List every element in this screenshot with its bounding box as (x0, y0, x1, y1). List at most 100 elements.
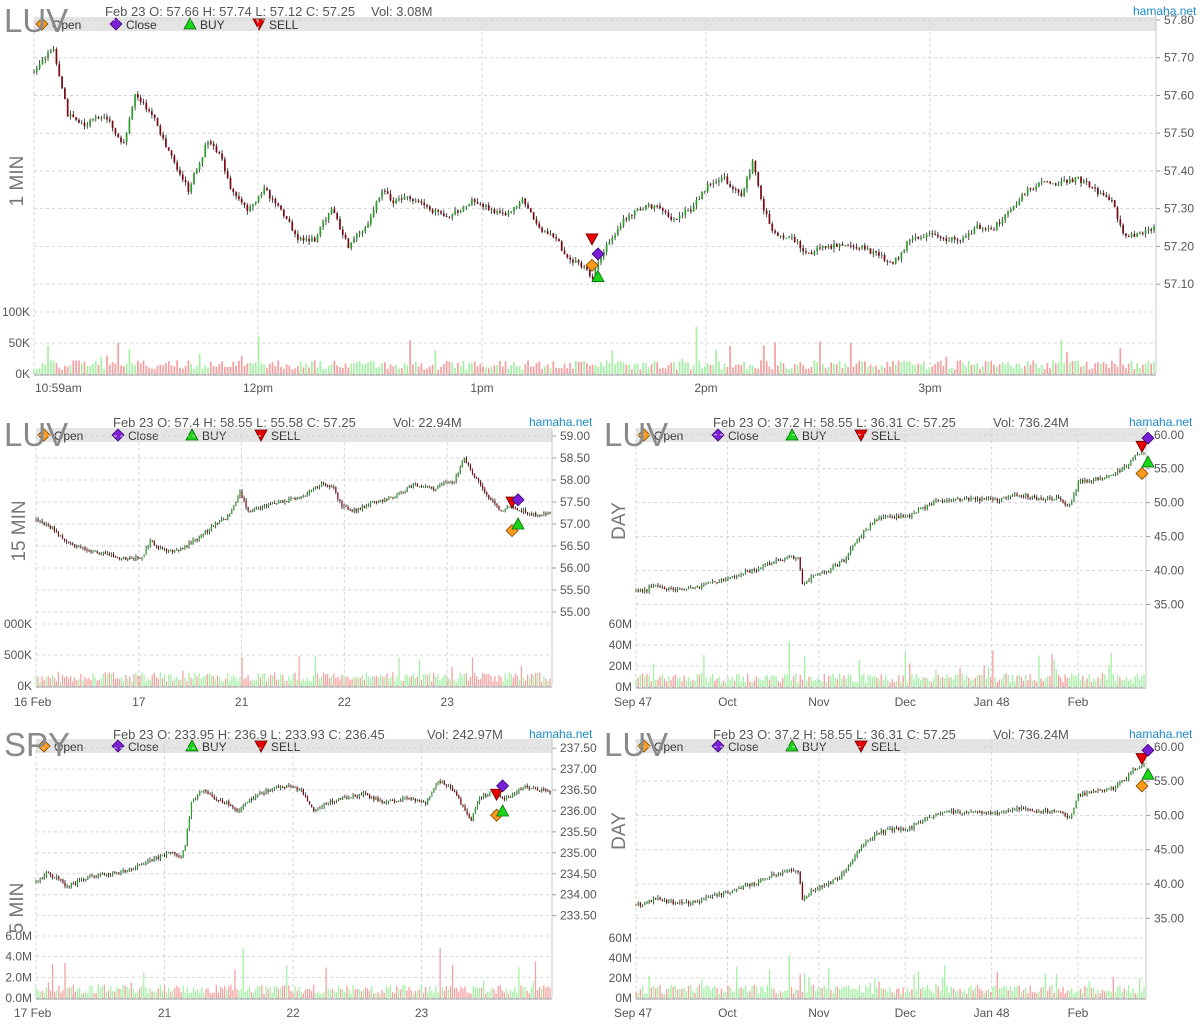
candle-body (1000, 812, 1003, 814)
candle-body (1038, 182, 1040, 187)
candle-body (280, 500, 282, 502)
candle-body (398, 492, 400, 494)
candle-body (911, 826, 913, 829)
candle-body (149, 859, 151, 861)
candle-body (500, 510, 502, 512)
candle-body (709, 183, 712, 185)
candle-body (204, 530, 206, 535)
volume-bar (509, 990, 512, 998)
volume-bar (1016, 986, 1018, 998)
volume-tick-label: 0M (615, 991, 632, 1005)
volume-bar (765, 360, 768, 374)
volume-bar (1092, 678, 1095, 687)
volume-bar (95, 992, 97, 998)
brand-link[interactable]: hamaha.net (1129, 727, 1193, 741)
candle-body (861, 245, 863, 249)
candle-body (255, 508, 257, 510)
candle-body (591, 276, 594, 279)
candle-body (577, 260, 580, 263)
candle-body (963, 498, 966, 500)
volume-bar (333, 991, 336, 998)
volume-bar (335, 992, 338, 998)
candle-body (931, 233, 934, 235)
candle-body (1138, 766, 1141, 769)
candle-body (43, 875, 45, 879)
volume-bar (190, 992, 193, 998)
candle-body (731, 890, 734, 893)
volume-bar (138, 988, 141, 998)
candle-body (775, 559, 777, 562)
volume-bar (96, 680, 98, 686)
volume-bar (1150, 363, 1153, 374)
volume-bar (544, 366, 546, 374)
price-tick-label: 50.00 (1154, 496, 1184, 510)
chart-panel-spy-5min[interactable]: Open Close BUY SELL 237.50 237.00 236.50 236.00… (0, 722, 600, 1033)
candle-body (779, 559, 782, 561)
chart-panel-luv-1min[interactable]: Open Close BUY SELL 57.80 57.70 57.60 57.50 57.4… (0, 0, 1200, 398)
volume-bar (648, 975, 650, 998)
volume-bar (514, 986, 516, 998)
volume-bar (437, 369, 440, 374)
volume-bar (100, 356, 103, 374)
volume-bar (816, 362, 819, 374)
volume-bar (543, 675, 545, 686)
volume-bar (1046, 363, 1049, 374)
volume-bar (939, 678, 942, 687)
volume-bar (306, 989, 309, 998)
volume-bar (451, 964, 454, 998)
candle-body (1022, 807, 1025, 810)
candle-body (860, 537, 863, 539)
candle-body (543, 513, 545, 516)
volume-bar (1036, 993, 1038, 998)
volume-bar (478, 987, 481, 998)
candle-body (1119, 219, 1122, 225)
candle-body (288, 785, 290, 787)
volume-bar (445, 361, 448, 374)
price-tick-label: 59.00 (560, 429, 590, 443)
close-signal-icon (591, 247, 605, 261)
brand-link[interactable]: hamaha.net (1129, 415, 1193, 429)
candle-body (685, 901, 688, 903)
chart-panel-luv-15min[interactable]: Open Close BUY SELL 59.00 58.50 58.00 57.50 57.0… (0, 410, 600, 710)
chart-panel-luv-day[interactable]: Open Close BUY SELL 60.00 55.00 50.00 45.00 40.0… (600, 410, 1200, 710)
buy-signal-icon (1141, 455, 1155, 468)
candle-body (950, 810, 952, 812)
volume-bar (445, 985, 448, 998)
price-tick-label: 233.50 (560, 909, 597, 923)
volume-bar (1127, 363, 1130, 374)
volume-bar (847, 367, 849, 374)
candle-body (928, 503, 931, 505)
brand-link[interactable]: hamaha.net (529, 727, 593, 741)
volume-bar (1022, 990, 1025, 998)
volume-bar (955, 675, 957, 687)
candle-body (507, 796, 510, 798)
chart-panel-luv-day-2[interactable]: Open Close BUY SELL 60.00 55.00 50.00 45.00 40.0… (600, 722, 1200, 1033)
volume-bar (306, 677, 308, 686)
volume-bar (656, 362, 659, 374)
volume-bar (1103, 674, 1106, 687)
close-marker-icon (111, 428, 125, 442)
candle-body (733, 576, 736, 578)
candle-body (974, 498, 977, 500)
volume-bar (614, 364, 616, 374)
volume-bar (1007, 362, 1009, 374)
candle-body (884, 516, 887, 518)
candle-body (39, 520, 41, 522)
volume-bar (757, 678, 760, 687)
volume-bar (472, 985, 474, 998)
volume-bar (937, 674, 939, 687)
candle-body (393, 800, 396, 802)
volume-bar (49, 678, 51, 686)
candle-body (51, 874, 54, 878)
candle-body (764, 878, 766, 880)
candle-body (274, 198, 277, 204)
candle-body (1095, 790, 1097, 792)
volume-bar (925, 369, 928, 374)
brand-link[interactable]: hamaha.net (1133, 4, 1197, 18)
candle-body (178, 855, 180, 858)
candle-body (265, 789, 267, 794)
volume-bar (959, 668, 961, 687)
candle-body (882, 516, 885, 519)
volume-bar (742, 676, 744, 687)
brand-link[interactable]: hamaha.net (529, 415, 593, 429)
